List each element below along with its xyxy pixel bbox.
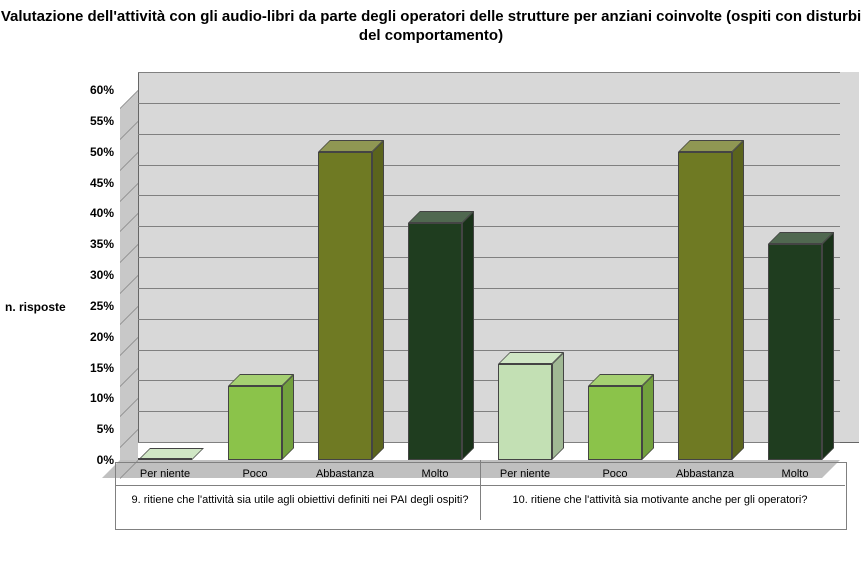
y-axis-label: n. risposte [5,300,66,314]
xtick-label: Poco [570,468,660,480]
bar [498,364,552,460]
ytick-label: 0% [97,453,114,467]
bar-front [408,223,462,460]
ytick-label: 40% [90,206,114,220]
ytick-label: 30% [90,268,114,282]
bar-side [462,211,474,460]
bar-side [372,140,384,460]
bar-front [498,364,552,460]
chart-title: Valutazione dell'attività con gli audio-… [0,8,862,46]
ytick-label: 35% [90,237,114,251]
chart-container: Valutazione dell'attività con gli audio-… [0,0,862,561]
bar-top [408,211,474,223]
group-label: 9. ritiene che l'attività sia utile agli… [120,494,480,507]
ytick-label: 15% [90,361,114,375]
bar-side [732,140,744,460]
bars-layer [120,90,840,460]
bar-side [552,352,564,460]
xtick-label: Molto [390,468,480,480]
bar-top [678,140,744,152]
bar-top [318,140,384,152]
bar [228,386,282,460]
xtick-label: Per niente [480,468,570,480]
ytick-label: 55% [90,114,114,128]
bar [408,223,462,460]
bar-side [282,374,294,460]
bar-side [642,374,654,460]
xtick-label: Molto [750,468,840,480]
plot-area: 0%5%10%15%20%25%30%35%40%45%50%55%60% [120,90,840,460]
bar [318,152,372,460]
bar-front [138,458,192,460]
xtick-label: Abbastanza [660,468,750,480]
bar-front [678,152,732,460]
group-label: 10. ritiene che l'attività sia motivante… [480,494,840,507]
bar [588,386,642,460]
ytick-label: 20% [90,330,114,344]
bar [678,152,732,460]
ytick-label: 5% [97,422,114,436]
bar-front [318,152,372,460]
ytick-label: 10% [90,391,114,405]
xtick-label: Abbastanza [300,468,390,480]
bar-front [768,244,822,460]
bar [768,244,822,460]
ytick-label: 45% [90,176,114,190]
gridline [138,72,840,73]
bar-front [588,386,642,460]
bar-side [822,232,834,460]
xtick-label: Per niente [120,468,210,480]
ytick-label: 60% [90,83,114,97]
ytick-label: 25% [90,299,114,313]
bar [138,460,192,461]
bar-front [228,386,282,460]
xtick-label: Poco [210,468,300,480]
ytick-label: 50% [90,145,114,159]
